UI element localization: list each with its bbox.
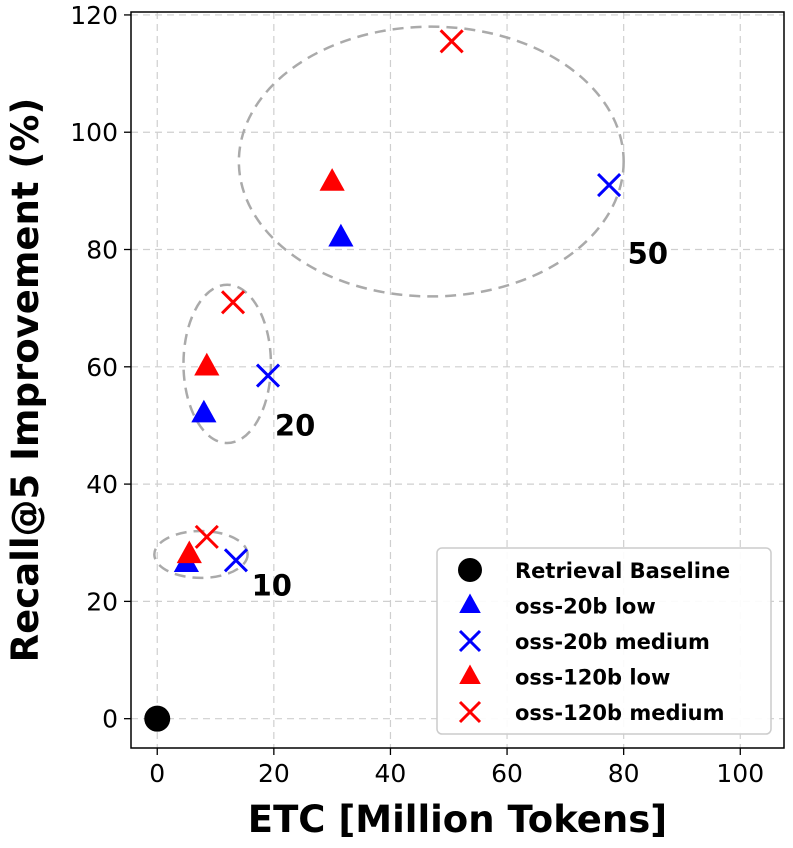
legend-marker-oss-120b-medium — [458, 700, 482, 724]
legend-label: oss-20b medium — [515, 630, 710, 654]
legend-marker-oss-20b-medium — [458, 629, 482, 653]
legend-marker-retrieval-baseline — [458, 558, 482, 582]
x-tick-label: 100 — [716, 759, 764, 788]
y-tick-label: 0 — [102, 705, 118, 734]
x-tick-label: 40 — [375, 759, 407, 788]
legend-label: oss-20b low — [515, 595, 656, 619]
y-tick-label: 100 — [70, 118, 118, 147]
legend-label: Retrieval Baseline — [515, 559, 730, 583]
group-ellipse-20 — [182, 283, 273, 445]
point-oss-120b-low — [194, 352, 220, 376]
plot-frame — [130, 11, 785, 749]
group-labels: 10 20 50 — [252, 237, 668, 603]
legend: Retrieval Baseline oss-20b low oss-20b med… — [436, 547, 772, 735]
point-oss-20b-medium — [223, 548, 249, 573]
y-tick-label: 40 — [86, 470, 118, 499]
legend-marker-oss-120b-low — [459, 664, 481, 684]
y-tick-label: 60 — [86, 353, 118, 382]
group-ellipses — [153, 25, 625, 580]
legend-label: oss-120b medium — [515, 701, 725, 725]
point-oss-120b-medium — [439, 29, 464, 54]
point-oss-120b-low — [176, 540, 202, 564]
point-oss-20b-medium — [255, 363, 281, 388]
x-tick-label: 80 — [608, 759, 640, 788]
axis-ticks: 0 20 40 60 80 100 0 20 40 60 80 100 120 — [70, 1, 764, 788]
group-label-50: 50 — [628, 237, 668, 271]
point-oss-20b-low — [191, 399, 217, 423]
data-points — [144, 29, 622, 732]
y-tick-label: 20 — [86, 587, 118, 616]
point-oss-120b-medium — [194, 524, 219, 549]
group-ellipse-10 — [153, 529, 249, 580]
y-tick-label: 120 — [70, 1, 118, 30]
y-tick-label: 80 — [86, 236, 118, 265]
legend-box — [436, 547, 772, 735]
x-tick-label: 60 — [491, 759, 523, 788]
group-label-10: 10 — [252, 568, 292, 602]
y-axis-title: Recall@5 Improvement (%) — [4, 98, 47, 663]
point-oss-120b-low — [319, 168, 345, 191]
x-tick-label: 0 — [149, 759, 165, 788]
x-tick-label: 20 — [258, 759, 290, 788]
legend-marker-oss-20b-low — [459, 593, 481, 613]
point-oss-120b-medium — [220, 290, 246, 315]
x-axis-title: ETC [Million Tokens] — [248, 798, 667, 841]
group-ellipse-50 — [237, 25, 625, 298]
point-oss-20b-low — [328, 223, 354, 247]
point-oss-20b-medium — [597, 172, 622, 198]
group-label-20: 20 — [275, 408, 315, 442]
point-retrieval-baseline — [144, 705, 171, 732]
legend-label: oss-120b low — [515, 666, 670, 690]
